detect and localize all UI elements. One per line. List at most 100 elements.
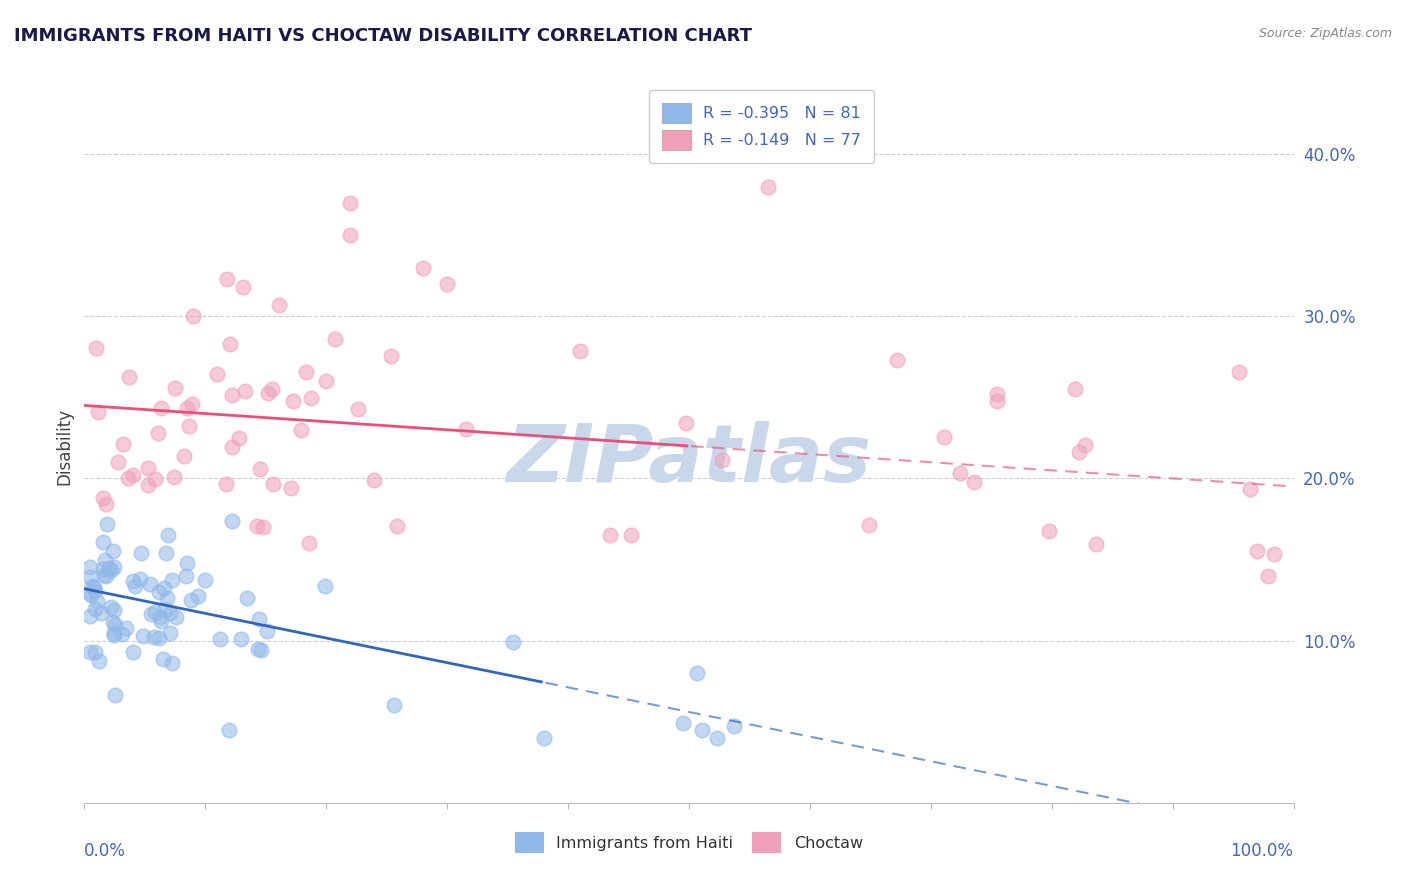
Point [339,195,361,210]
Point [986,387,1008,401]
Point [267,298,290,312]
Point [103,615,125,630]
Point [221,388,243,402]
Point [180,397,202,411]
Point [155,602,177,616]
Point [436,277,458,291]
Point [96,569,118,583]
Point [104,617,127,632]
Text: IMMIGRANTS FROM HAITI VS CHOCTAW DISABILITY CORRELATION CHART: IMMIGRANTS FROM HAITI VS CHOCTAW DISABIL… [14,27,752,45]
Point [675,416,697,430]
Point [160,656,183,670]
Point [93,567,115,582]
Point [301,391,323,405]
Point [98,560,121,574]
Point [290,423,312,437]
Point [1085,537,1108,551]
Point [80,579,103,593]
Point [710,453,733,467]
Point [948,466,970,480]
Point [156,528,179,542]
Point [256,624,278,638]
Point [620,527,643,541]
Point [456,422,478,436]
Point [250,642,273,657]
Point [246,641,269,656]
Point [143,630,166,644]
Point [685,665,707,680]
Point [1067,444,1090,458]
Point [533,731,555,745]
Point [103,628,125,642]
Point [217,272,239,286]
Point [221,440,243,454]
Point [194,574,217,588]
Point [79,608,101,623]
Point [323,332,346,346]
Point [1246,544,1268,558]
Point [232,280,254,294]
Point [173,449,195,463]
Point [143,472,166,486]
Point [84,601,107,615]
Point [136,461,159,475]
Point [136,477,159,491]
Point [159,626,181,640]
Point [215,476,238,491]
Point [569,344,592,359]
Point [149,610,172,624]
Point [180,593,202,607]
Point [756,179,779,194]
Point [93,535,115,549]
Point [295,365,318,379]
Point [149,401,172,416]
Point [115,621,138,635]
Point [387,518,409,533]
Point [165,610,187,624]
Text: 100.0%: 100.0% [1230,842,1294,860]
Point [176,401,198,416]
Point [94,497,117,511]
Point [122,645,145,659]
Point [1257,568,1279,582]
Point [103,626,125,640]
Point [103,603,125,617]
Point [260,382,283,396]
Point [229,632,252,646]
Point [247,612,270,626]
Point [138,577,160,591]
Point [280,481,302,495]
Point [181,310,204,324]
Point [103,559,125,574]
Point [315,374,337,388]
Point [723,719,745,733]
Point [218,336,240,351]
Point [148,631,170,645]
Point [187,590,209,604]
Point [117,471,139,485]
Point [176,556,198,570]
Point [382,698,405,712]
Text: ZIPatlas: ZIPatlas [506,421,872,500]
Point [165,381,187,395]
Point [246,519,269,533]
Point [122,467,145,482]
Legend: Immigrants from Haiti, Choctaw: Immigrants from Haiti, Choctaw [509,826,869,859]
Point [218,723,240,737]
Point [252,519,274,533]
Point [129,572,152,586]
Point [599,528,621,542]
Point [79,645,101,659]
Point [86,593,108,607]
Point [93,561,115,575]
Point [100,600,122,615]
Point [1239,482,1261,496]
Point [118,370,141,384]
Point [87,654,110,668]
Point [205,367,228,381]
Point [412,260,434,275]
Point [263,477,285,491]
Point [363,473,385,487]
Point [139,607,162,622]
Point [148,585,170,599]
